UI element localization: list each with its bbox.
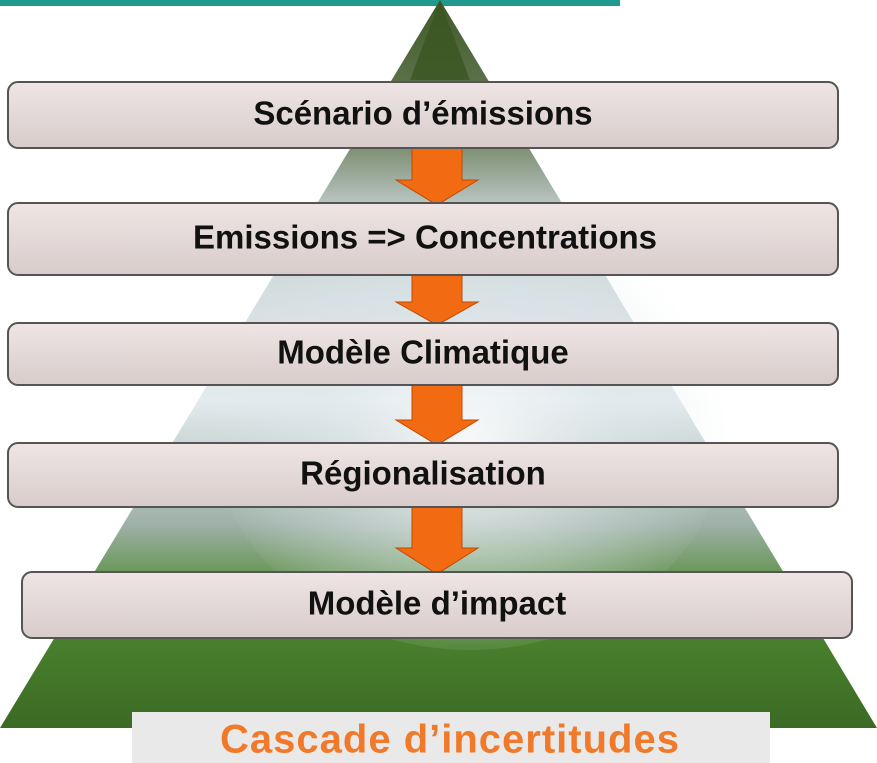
box-shape xyxy=(21,571,853,639)
box: Scénario d’émissions xyxy=(7,81,839,149)
box: Régionalisation xyxy=(7,442,839,508)
arrow xyxy=(394,147,480,206)
box-label: Scénario d’émissions xyxy=(253,95,592,132)
arrows xyxy=(394,147,480,575)
box-label: Emissions => Concentrations xyxy=(193,219,657,256)
caption: Cascade d’incertitudes xyxy=(220,718,680,762)
box-label: Modèle Climatique xyxy=(277,334,569,371)
box: Modèle Climatique xyxy=(7,322,839,386)
tree-top xyxy=(410,0,470,80)
arrow xyxy=(394,384,480,446)
top-bar xyxy=(0,0,620,6)
caption-bg xyxy=(132,712,770,763)
arrow xyxy=(394,506,480,575)
box-shape xyxy=(7,442,839,508)
box-label: Modèle d’impact xyxy=(308,585,567,622)
box-shape xyxy=(7,81,839,149)
box-shape xyxy=(7,322,839,386)
box: Emissions => Concentrations xyxy=(7,202,839,276)
box-label: Régionalisation xyxy=(300,455,546,492)
box-shape xyxy=(7,202,839,276)
arrow xyxy=(394,274,480,326)
box: Modèle d’impact xyxy=(21,571,853,639)
